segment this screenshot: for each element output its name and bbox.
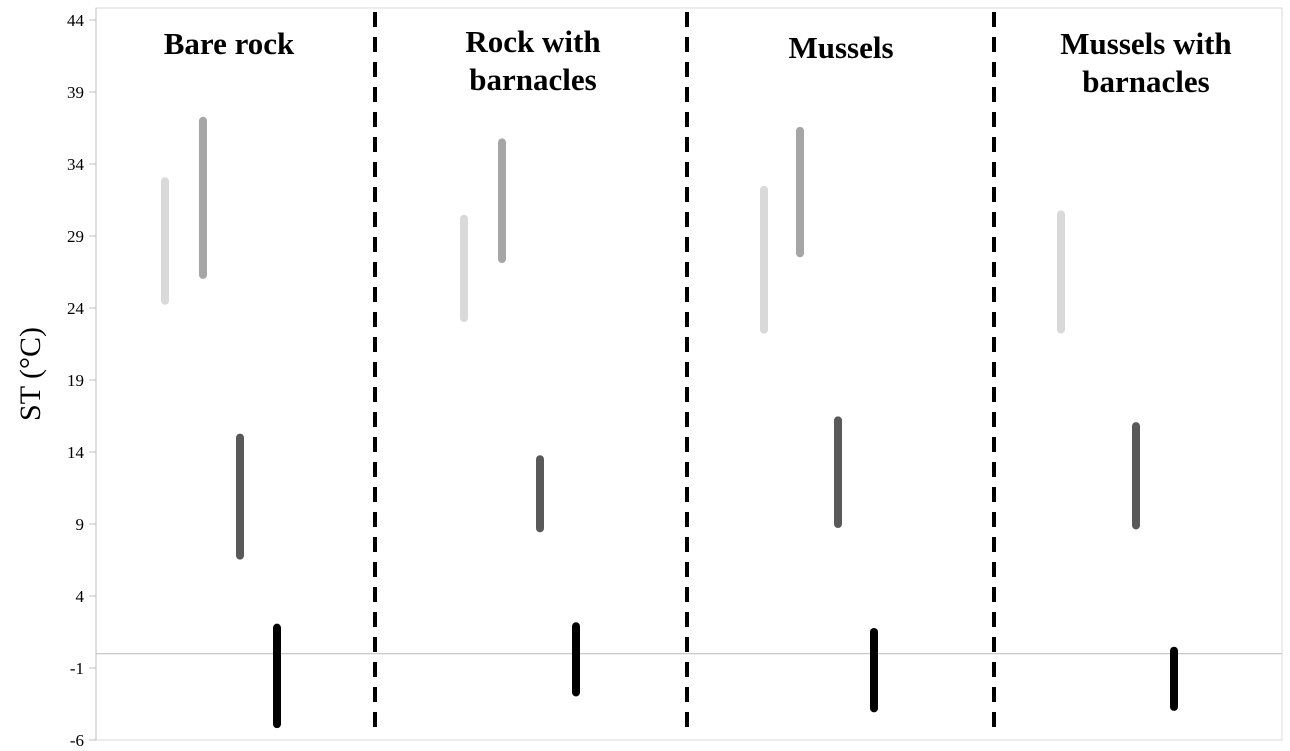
y-tick-label: 24	[67, 299, 85, 318]
y-tick-label: 29	[67, 227, 84, 246]
y-tick-label: 19	[67, 371, 84, 390]
y-tick-label: 39	[67, 83, 84, 102]
y-tick-label: -1	[70, 659, 84, 678]
panel-label: Mussels	[788, 30, 893, 65]
panel-label: Rock with	[465, 24, 600, 59]
y-tick-label: -6	[70, 731, 84, 750]
panel-label: barnacles	[1082, 64, 1209, 99]
y-axis-title: ST (°C)	[14, 327, 47, 421]
panel-label: Bare rock	[164, 26, 295, 61]
y-tick-label: 34	[67, 155, 85, 174]
y-tick-label: 4	[76, 587, 85, 606]
y-axis: 44 39 34 29 24 19 14 9 4 -1 -6	[67, 11, 96, 750]
data-series	[161, 116, 1178, 729]
panel-label: barnacles	[469, 62, 596, 97]
y-tick-label: 14	[67, 443, 85, 462]
y-tick-label: 44	[67, 11, 85, 30]
panel-dividers	[373, 12, 996, 735]
plot-area	[95, 7, 1283, 741]
panel-label: Mussels with	[1060, 26, 1231, 61]
y-tick-label: 9	[76, 515, 85, 534]
